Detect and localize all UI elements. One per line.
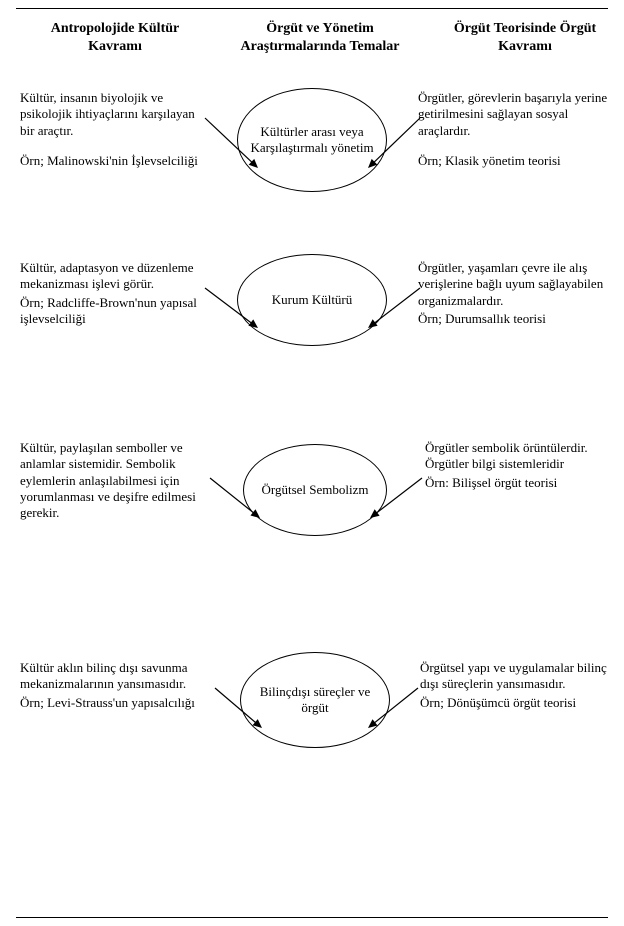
arrow-icon: [196, 109, 267, 177]
left-concept-main: Kültür aklın bilinç dışı savunma mekaniz…: [20, 660, 220, 693]
header-line1: Örgüt Teorisinde Örgüt: [430, 20, 620, 38]
header-line1: Antropolojide Kültür: [30, 20, 200, 38]
header-line1: Örgüt ve Yönetim: [220, 20, 420, 38]
arrow-icon: [201, 469, 269, 527]
column-header-center: Örgüt ve YönetimAraştırmalarında Temalar: [220, 20, 420, 55]
right-concept-text: Örgütler, görevlerin başarıyla yerine ge…: [418, 90, 618, 169]
right-concept-text: Örgütsel yapı ve uygulamalar bilinç dışı…: [420, 660, 615, 711]
top-rule: [16, 8, 608, 9]
arrow-icon: [359, 279, 429, 337]
arrow-icon: [206, 679, 271, 737]
left-concept-text: Kültür, paylaşılan semboller ve anlamlar…: [20, 440, 210, 521]
theme-label: Örgütsel Sembolizm: [261, 482, 368, 498]
arrow-icon: [359, 109, 429, 177]
right-concept-main: Örgütsel yapı ve uygulamalar bilinç dışı…: [420, 660, 615, 693]
left-concept-text: Kültür, insanın biyolojik ve psikolojik …: [20, 90, 200, 169]
arrow-icon: [196, 279, 267, 337]
arrow-icon: [361, 469, 431, 527]
left-concept-main: Kültür, adaptasyon ve düzenleme mekanizm…: [20, 260, 200, 293]
left-concept-example: Örn; Levi-Strauss'un yapısalcılığı: [20, 695, 220, 711]
right-concept-main: Örgütler, görevlerin başarıyla yerine ge…: [418, 90, 618, 139]
left-concept-example: Örn; Radcliffe-Brown'nun yapısal işlevse…: [20, 295, 200, 328]
left-concept-text: Kültür, adaptasyon ve düzenleme mekanizm…: [20, 260, 200, 327]
right-concept-example: Örn; Klasik yönetim teorisi: [418, 153, 618, 169]
column-header-right: Örgüt Teorisinde ÖrgütKavramı: [430, 20, 620, 55]
right-concept-main: Örgütler sembolik örüntülerdir. Örgütler…: [425, 440, 615, 473]
right-concept-text: Örgütler sembolik örüntülerdir. Örgütler…: [425, 440, 615, 491]
left-concept-example: Örn; Malinowski'nin İşlevselciliği: [20, 153, 200, 169]
right-concept-example: Örn; Dönüşümcü örgüt teorisi: [420, 695, 615, 711]
header-line2: Kavramı: [430, 38, 620, 56]
header-line2: Araştırmalarında Temalar: [220, 38, 420, 56]
right-concept-main: Örgütler, yaşamları çevre ile alış veriş…: [418, 260, 618, 309]
theme-label: Kurum Kültürü: [272, 292, 353, 308]
left-concept-main: Kültür, insanın biyolojik ve psikolojik …: [20, 90, 200, 139]
right-concept-text: Örgütler, yaşamları çevre ile alış veriş…: [418, 260, 618, 327]
left-concept-main: Kültür, paylaşılan semboller ve anlamlar…: [20, 440, 210, 521]
right-concept-example: Örn: Bilişsel örgüt teorisi: [425, 475, 615, 491]
bottom-rule: [16, 917, 608, 918]
left-concept-text: Kültür aklın bilinç dışı savunma mekaniz…: [20, 660, 220, 711]
right-concept-example: Örn; Durumsallık teorisi: [418, 311, 618, 327]
column-header-left: Antropolojide KültürKavramı: [30, 20, 200, 55]
header-line2: Kavramı: [30, 38, 200, 56]
arrow-icon: [359, 679, 427, 737]
